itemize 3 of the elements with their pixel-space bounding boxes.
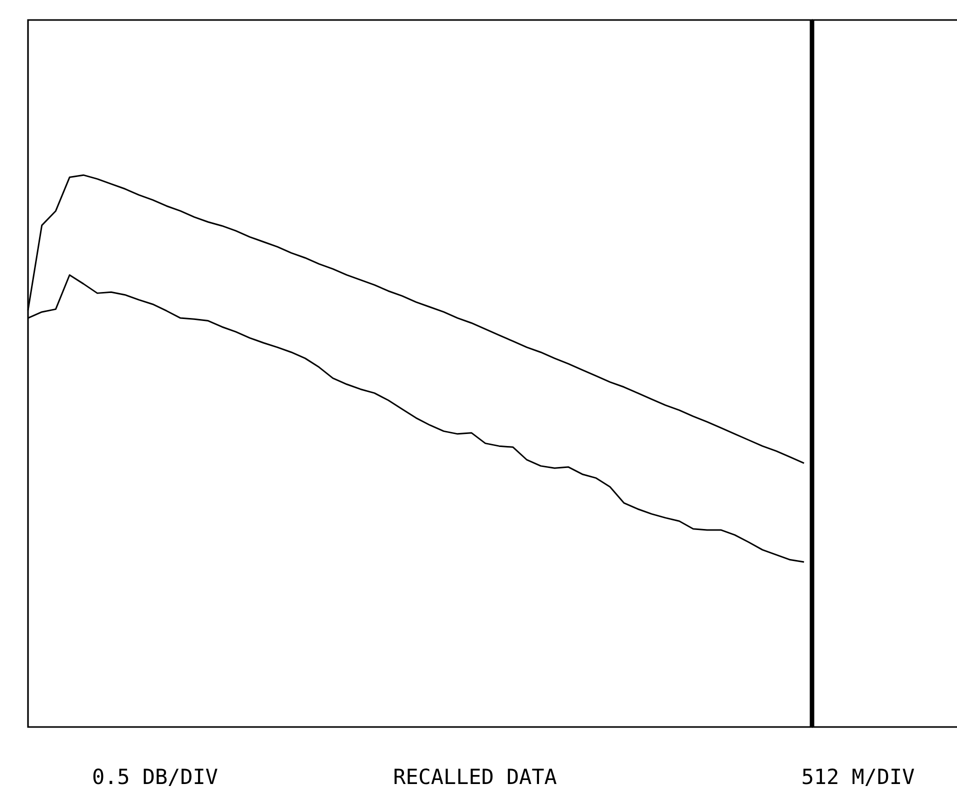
text: RECALLED DATA <box>394 768 556 784</box>
text: 0.5 DB/DIV <box>93 768 218 786</box>
text: 512 M/DIV <box>802 768 914 786</box>
